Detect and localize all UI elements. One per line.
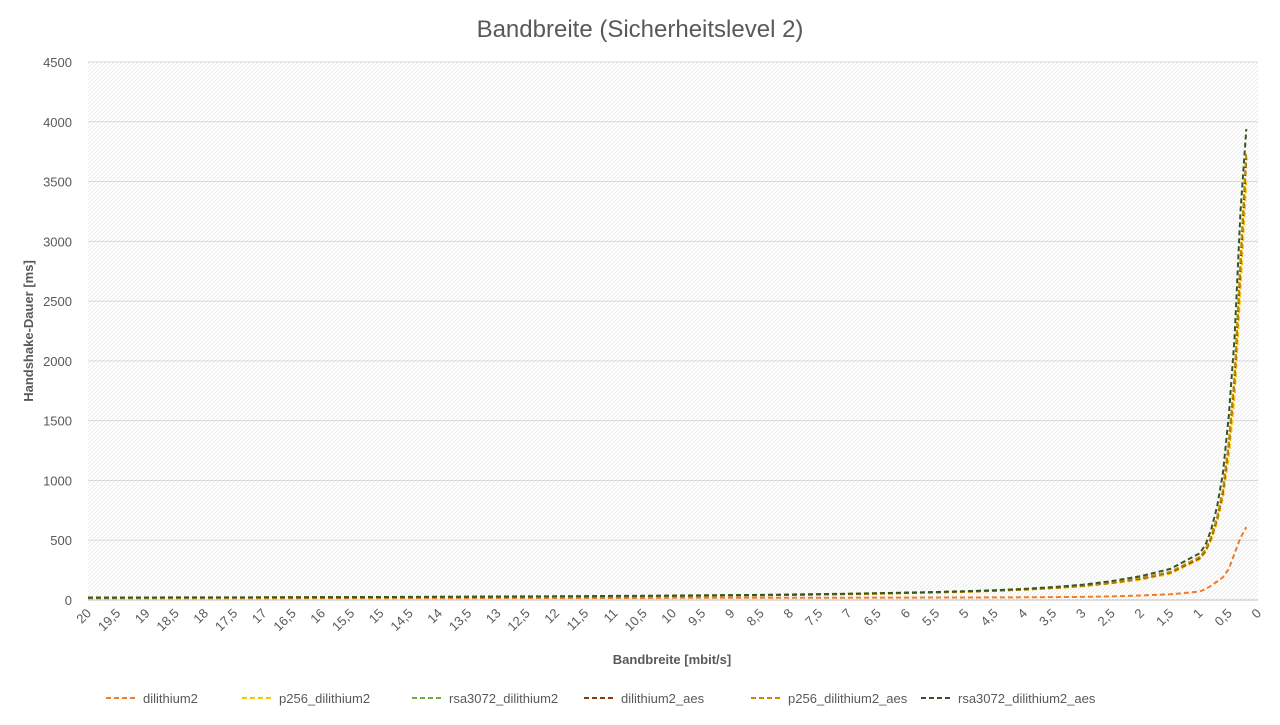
x-tick-label: 19,5	[95, 606, 124, 635]
x-tick-label: 7,5	[802, 606, 825, 629]
legend-item-dilithium2_aes: dilithium2_aes	[584, 691, 705, 706]
x-tick-label: 13,5	[446, 606, 475, 635]
legend: dilithium2 p256_dilithium2 rsa3072_dilithi…	[106, 691, 1096, 706]
legend-item-rsa3072_dilithium2_aes: rsa3072_dilithium2_aes	[921, 691, 1096, 706]
x-tick-label: 5	[956, 606, 972, 622]
x-tick-label: 3	[1073, 606, 1089, 622]
x-tick-label: 19	[132, 606, 153, 627]
y-tick-label: 4000	[43, 115, 72, 130]
legend-label: p256_dilithium2	[279, 691, 370, 706]
x-tick-label: 4	[1014, 606, 1030, 622]
x-axis-title: Bandbreite [mbit/s]	[613, 652, 731, 667]
x-tick-label: 2,5	[1094, 606, 1117, 629]
x-tick-label: 12	[541, 606, 562, 627]
x-tick-label: 6	[897, 606, 913, 622]
x-tick-label: 8	[780, 606, 796, 622]
x-tick-label: 16,5	[270, 606, 299, 635]
x-tick-label: 17	[249, 606, 270, 627]
x-tick-label: 11,5	[564, 606, 592, 634]
series-line-rsa3072_dilithium2_aes	[88, 128, 1248, 599]
y-tick-label: 4500	[43, 55, 72, 70]
x-tick-label: 0,5	[1211, 606, 1234, 629]
x-tick-label: 5,5	[919, 606, 942, 629]
legend-label: p256_dilithium2_aes	[788, 691, 908, 706]
x-tick-label: 14,5	[387, 606, 416, 635]
x-tick-label: 20	[73, 606, 94, 627]
y-axis-title: Handshake-Dauer [ms]	[21, 260, 36, 402]
x-tick-label: 16	[307, 606, 328, 627]
x-tick-label: 18	[190, 606, 211, 627]
x-tick-label: 2	[1131, 606, 1147, 622]
x-tick-label: 6,5	[860, 606, 883, 629]
y-tick-label: 3500	[43, 175, 72, 190]
legend-label: rsa3072_dilithium2_aes	[958, 691, 1096, 706]
x-tick-label: 7	[839, 606, 855, 622]
x-tick-label: 13	[483, 606, 504, 627]
x-axis-ticks: 20 19,5 19 18,5 18 17,5 17 16,5 16 15,5 15 14,5 14 13…	[73, 606, 1264, 635]
x-tick-label: 15,5	[329, 606, 358, 635]
legend-label: dilithium2_aes	[621, 691, 705, 706]
legend-label: rsa3072_dilithium2	[449, 691, 558, 706]
x-tick-label: 1,5	[1153, 606, 1176, 629]
y-tick-label: 2500	[43, 294, 72, 309]
x-tick-label: 8,5	[743, 606, 766, 629]
x-tick-label: 10,5	[621, 606, 650, 635]
x-tick-label: 9	[722, 606, 738, 622]
plot-area-background	[88, 62, 1258, 600]
x-tick-label: 18,5	[153, 606, 182, 635]
legend-label: dilithium2	[143, 691, 198, 706]
y-axis-ticks: 0 500 1000 1500 2000 2500 3000 3500 4000 4500	[43, 55, 72, 608]
legend-item-dilithium2: dilithium2	[106, 691, 198, 706]
series-lines	[88, 128, 1248, 600]
y-tick-label: 500	[50, 533, 72, 548]
legend-item-rsa3072_dilithium2: rsa3072_dilithium2	[412, 691, 558, 706]
x-tick-label: 15	[366, 606, 387, 627]
y-tick-label: 1000	[43, 473, 72, 488]
y-tick-label: 3000	[43, 234, 72, 249]
chart-title: Bandbreite (Sicherheitslevel 2)	[477, 16, 804, 43]
y-tick-label: 1500	[43, 414, 72, 429]
x-tick-label: 12,5	[504, 606, 533, 635]
x-tick-label: 0	[1248, 606, 1264, 622]
legend-item-p256_dilithium2: p256_dilithium2	[242, 691, 370, 706]
x-tick-label: 1	[1190, 606, 1206, 622]
x-tick-label: 4,5	[977, 606, 1000, 629]
x-tick-label: 14	[424, 606, 445, 627]
x-tick-label: 9,5	[685, 606, 708, 629]
x-tick-label: 11	[600, 606, 620, 626]
y-tick-label: 2000	[43, 354, 72, 369]
x-tick-label: 10	[658, 606, 679, 627]
gridlines	[88, 61, 1258, 601]
x-tick-label: 17,5	[212, 606, 241, 635]
x-tick-label: 3,5	[1036, 606, 1059, 629]
legend-item-p256_dilithium2_aes: p256_dilithium2_aes	[751, 691, 908, 706]
y-tick-label: 0	[65, 593, 72, 608]
